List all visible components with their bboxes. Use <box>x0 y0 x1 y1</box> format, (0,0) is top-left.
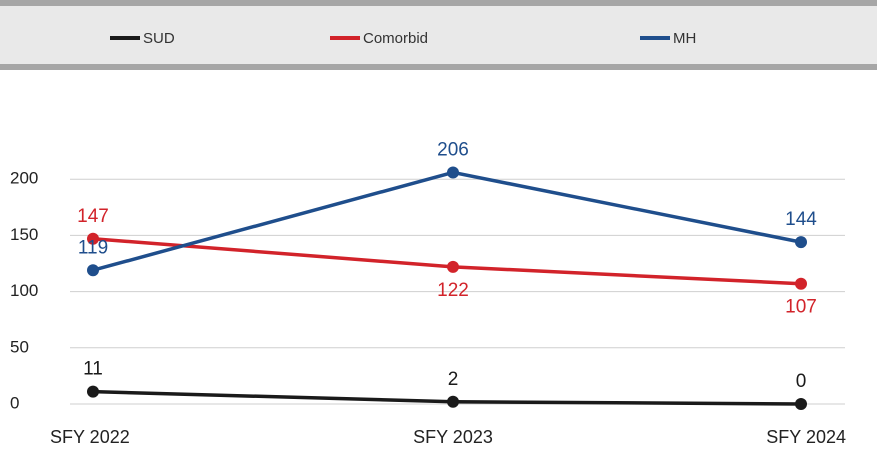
data-label: 0 <box>796 371 807 392</box>
series-line <box>92 237 802 286</box>
data-label: 206 <box>437 139 469 160</box>
legend-border-bottom <box>0 64 877 70</box>
data-point <box>795 398 807 410</box>
y-tick-label: 150 <box>10 225 38 244</box>
x-tick-label: SFY 2024 <box>766 427 846 447</box>
data-point <box>87 264 99 277</box>
legend-label: Comorbid <box>363 30 428 47</box>
x-tick-label: SFY 2022 <box>50 427 130 447</box>
series-line <box>92 389 802 406</box>
data-point <box>87 232 99 245</box>
data-point <box>447 166 459 179</box>
x-tick-label: SFY 2023 <box>413 427 493 447</box>
legend-border-top <box>0 0 877 6</box>
data-label: 122 <box>437 280 469 301</box>
y-tick-label: 50 <box>10 337 29 356</box>
data-label: 11 <box>83 359 103 380</box>
legend-label: MH <box>673 30 696 47</box>
legend-band <box>0 0 877 70</box>
y-tick-label: 100 <box>10 281 38 300</box>
data-label: 107 <box>785 297 817 318</box>
y-tick-label: 200 <box>10 169 38 188</box>
data-label: 144 <box>785 209 817 230</box>
series-line <box>92 170 802 272</box>
data-label: 119 <box>78 237 108 258</box>
data-label: 147 <box>77 206 109 227</box>
data-point <box>447 260 459 273</box>
data-point <box>447 395 459 408</box>
legend-label: SUD <box>143 30 175 47</box>
y-tick-label: 0 <box>10 393 19 412</box>
data-point <box>795 277 807 290</box>
data-label: 2 <box>448 369 459 390</box>
data-point <box>87 385 99 398</box>
data-point <box>795 236 807 249</box>
